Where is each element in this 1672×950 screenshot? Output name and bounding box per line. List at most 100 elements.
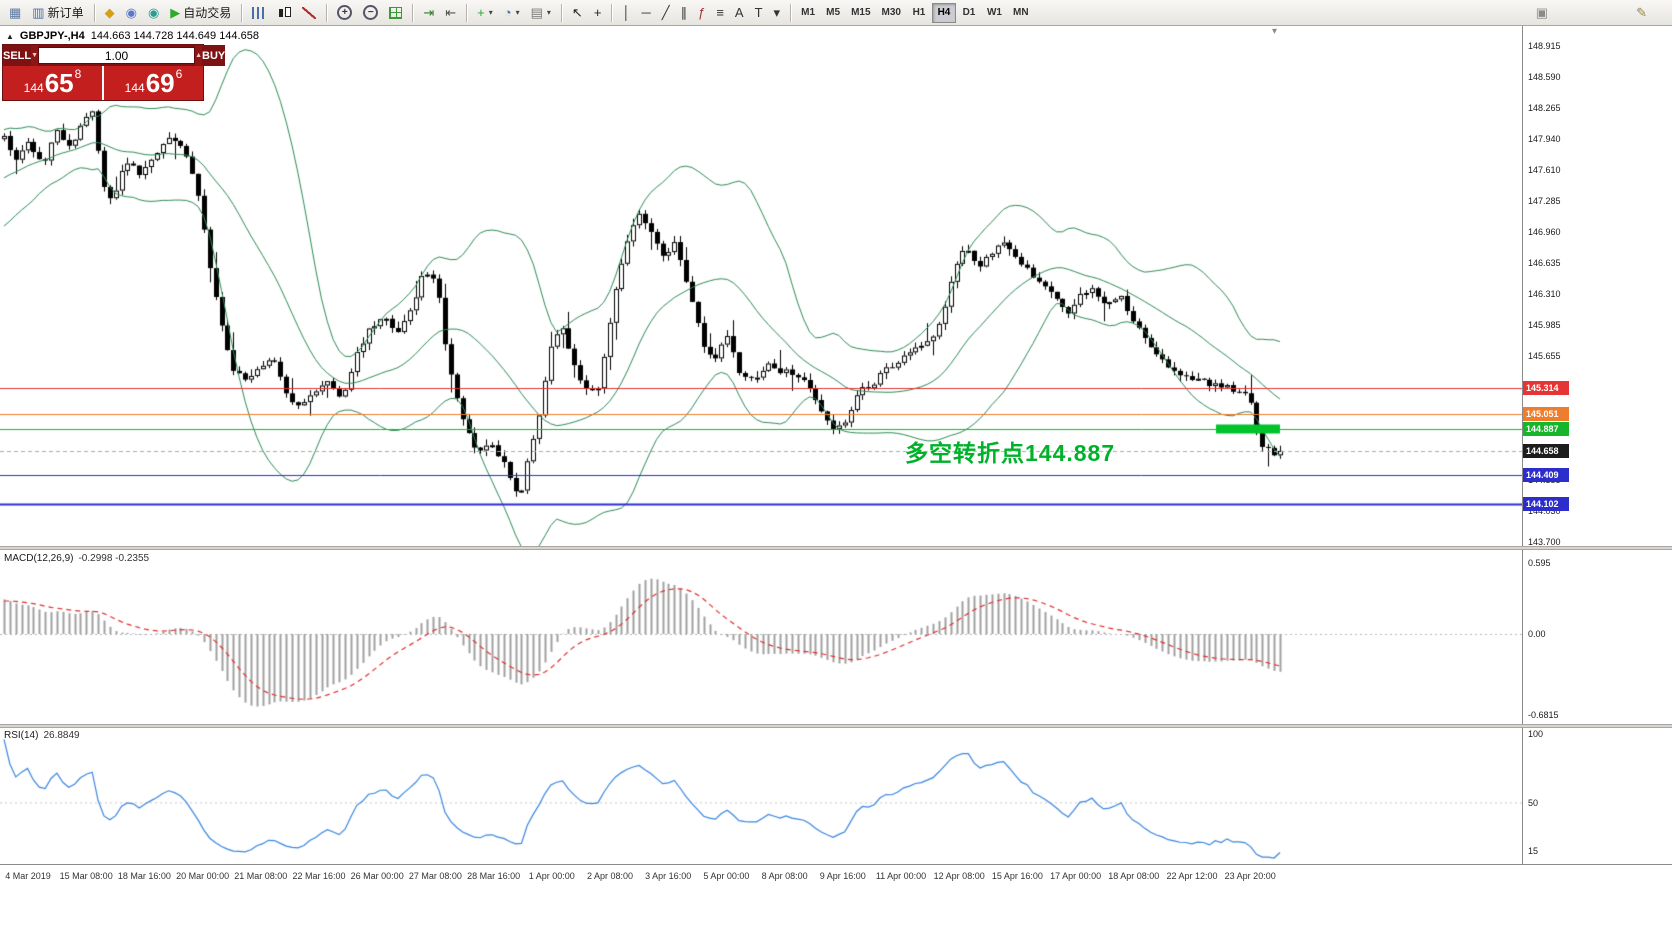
tile-windows-icon[interactable] xyxy=(384,2,407,24)
new-order-button-label: 新订单 xyxy=(47,6,84,20)
panel-splitter[interactable] xyxy=(0,546,1672,550)
price-chart-canvas[interactable] xyxy=(0,26,1522,546)
candlestick-icon xyxy=(277,6,292,19)
data-window-icon[interactable]: ◉ xyxy=(121,2,142,24)
trendline-icon[interactable]: ╱ xyxy=(657,2,675,24)
zoom-out-icon[interactable]: − xyxy=(358,2,383,24)
timeframe-m15[interactable]: M15 xyxy=(846,3,875,23)
time-label: 20 Mar 00:00 xyxy=(176,871,230,881)
toolbar-separator xyxy=(412,3,414,22)
symbol-header: ▲ GBPJPY-,H4 144.663 144.728 144.649 144… xyxy=(6,30,259,42)
toolbar-separator xyxy=(790,3,792,22)
volume-down-button[interactable]: ▼ xyxy=(31,45,39,66)
text-icon: A xyxy=(734,5,744,20)
dropdown-caret-icon[interactable]: ▾ xyxy=(546,8,551,17)
dropdown-caret-icon[interactable]: ▾ xyxy=(515,8,520,17)
auto-scroll-icon[interactable]: ⇥ xyxy=(418,2,439,24)
timeframe-w1[interactable]: W1 xyxy=(982,3,1007,23)
time-label: 22 Mar 16:00 xyxy=(292,871,346,881)
volume-up-button[interactable]: ▲ xyxy=(195,45,202,66)
cycles-icon[interactable]: ◔ ▾ xyxy=(499,2,525,24)
zoom-in-icon[interactable]: + xyxy=(332,2,357,24)
channel-icon: ∥ xyxy=(680,5,688,20)
price-tick-label: 148.590 xyxy=(1528,71,1561,82)
timeframe-h1[interactable]: H1 xyxy=(907,3,931,23)
price-tick-label: 148.265 xyxy=(1528,102,1561,113)
buy-button[interactable]: BUY xyxy=(202,45,226,66)
notes-icon[interactable]: ✎ xyxy=(1631,2,1652,24)
sell-price-base: 144 xyxy=(23,81,44,95)
zoom-in-icon: + xyxy=(337,5,353,20)
timeframe-m30[interactable]: M30 xyxy=(877,3,906,23)
line-chart-icon[interactable] xyxy=(297,2,321,24)
panel-splitter[interactable] xyxy=(0,724,1672,728)
indicators-button[interactable]: + ▾ xyxy=(472,2,498,24)
time-label: 15 Mar 08:00 xyxy=(59,871,113,881)
one-click-trading-panel: SELL ▼ ▲ BUY 144 65 8 144 69 6 xyxy=(2,44,226,101)
time-axis[interactable]: 4 Mar 2019 15 Mar 08:00 18 Mar 16:00 20 Mar… xyxy=(0,864,1672,890)
timeframe-m5[interactable]: M5 xyxy=(821,3,845,23)
fibonacci-icon: ƒ xyxy=(698,5,706,20)
volume-input[interactable] xyxy=(38,47,196,64)
horizontal-line-icon[interactable]: ─ xyxy=(637,2,656,24)
rsi-value: 26.8849 xyxy=(43,730,80,741)
text-icon[interactable]: A xyxy=(730,2,749,24)
time-label: 26 Mar 00:00 xyxy=(350,871,404,881)
toolbar: ▦ ▥ 新订单 ◆ ◉ ◉ ▶ 自动交易 + − ⇥ ⇤ + ▾ ◔ ▾ ▤ ▾ ↖ + │ ─ ╱ ∥ ƒ ≡ A T ▾ M1 M5 M1… xyxy=(0,0,1672,26)
cursor-icon[interactable]: ↖ xyxy=(567,2,588,24)
window-layout-icon[interactable]: ▣ xyxy=(1531,2,1553,24)
marketwatch-icon: ◆ xyxy=(104,5,115,20)
dropdown-caret-icon[interactable]: ▾ xyxy=(488,8,493,17)
bar-chart-icon[interactable] xyxy=(247,2,271,24)
timeframe-mn[interactable]: MN xyxy=(1008,3,1034,23)
sell-price[interactable]: 144 65 8 xyxy=(3,66,102,100)
cursor-icon: ↖ xyxy=(571,5,583,20)
templates-icon[interactable]: ▤ ▾ xyxy=(526,2,556,24)
autotrade-button: ▶ xyxy=(170,5,181,20)
buy-price-point: 6 xyxy=(175,67,183,81)
templates-icon: ▤ xyxy=(530,5,543,20)
chart-window: ▲ GBPJPY-,H4 144.663 144.728 144.649 144… xyxy=(0,26,1672,950)
arrows-icon[interactable]: ▾ xyxy=(769,2,786,24)
macd-scale-label: 0.00 xyxy=(1528,629,1546,639)
price-tick-label: 148.915 xyxy=(1528,41,1561,51)
timeframe-m1[interactable]: M1 xyxy=(796,3,820,23)
label-icon[interactable]: T xyxy=(750,2,768,24)
vertical-line-icon[interactable]: │ xyxy=(617,2,635,24)
fibonacci-icon[interactable]: ƒ xyxy=(693,2,710,24)
chart-shift-marker-icon: ▾ xyxy=(1272,26,1278,37)
time-label: 21 Mar 08:00 xyxy=(234,871,288,881)
macd-indicator-label: MACD(12,26,9) -0.2998 -0.2355 xyxy=(4,553,149,564)
objects-list-icon: ≡ xyxy=(716,5,724,20)
price-axis[interactable]: 148.915 148.590 148.265 147.940 147.610 147.2… xyxy=(1522,26,1672,890)
terminal-icon[interactable]: ▦ xyxy=(4,2,26,24)
chart-collapse-icon[interactable]: ▲ xyxy=(6,31,14,41)
price-tick-label: 146.635 xyxy=(1528,257,1561,268)
objects-list-icon[interactable]: ≡ xyxy=(711,2,729,24)
channel-icon[interactable]: ∥ xyxy=(676,2,693,24)
candlestick-icon[interactable] xyxy=(272,2,296,24)
window-layout-icon: ▣ xyxy=(1535,5,1549,20)
time-label: 28 Mar 16:00 xyxy=(467,871,521,881)
navigator-icon[interactable]: ◉ xyxy=(143,2,164,24)
time-label: 3 Apr 16:00 xyxy=(645,871,692,881)
buy-price[interactable]: 144 69 6 xyxy=(104,66,203,100)
new-order-button[interactable]: ▥ 新订单 xyxy=(27,2,88,24)
auto-scroll-icon: ⇥ xyxy=(423,5,435,20)
macd-canvas[interactable] xyxy=(0,550,1522,724)
timeframe-h4[interactable]: H4 xyxy=(931,2,956,23)
crosshair-icon[interactable]: + xyxy=(589,2,607,24)
rsi-canvas[interactable] xyxy=(0,728,1522,864)
time-label: 1 Apr 00:00 xyxy=(528,871,575,881)
sell-button[interactable]: SELL xyxy=(3,45,32,66)
line-chart-icon xyxy=(302,6,317,19)
marketwatch-icon[interactable]: ◆ xyxy=(100,2,120,24)
timeframe-d1[interactable]: D1 xyxy=(957,3,981,23)
price-tick-label: 147.285 xyxy=(1528,196,1561,207)
horizontal-line-icon: ─ xyxy=(641,5,651,20)
price-tick-label: 145.655 xyxy=(1528,351,1561,362)
vertical-line-icon: │ xyxy=(622,5,631,20)
autotrade-button[interactable]: ▶ 自动交易 xyxy=(165,2,236,24)
price-badge: 145.314 xyxy=(1523,381,1569,396)
chart-shift-icon[interactable]: ⇤ xyxy=(440,2,461,24)
